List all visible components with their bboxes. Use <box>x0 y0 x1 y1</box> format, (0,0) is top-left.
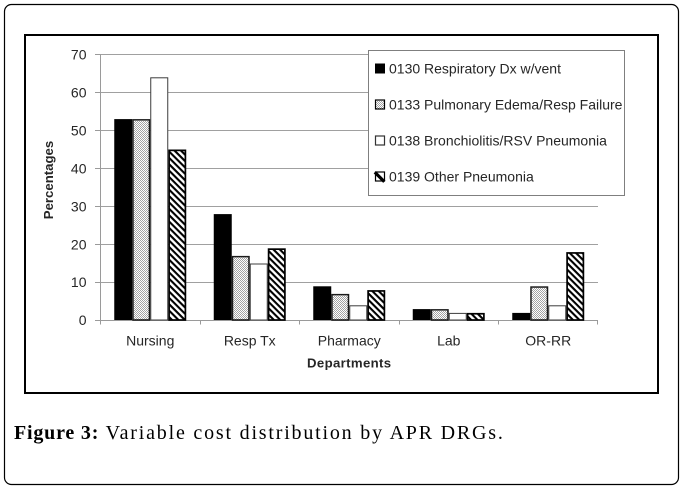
svg-text:Lab: Lab <box>437 333 461 349</box>
svg-text:0130 Respiratory Dx w/vent: 0130 Respiratory Dx w/vent <box>389 61 561 77</box>
svg-text:40: 40 <box>71 161 87 177</box>
svg-text:60: 60 <box>71 85 87 101</box>
svg-text:Nursing: Nursing <box>126 333 174 349</box>
svg-text:70: 70 <box>71 47 87 63</box>
svg-text:10: 10 <box>71 274 87 290</box>
svg-text:OR-RR: OR-RR <box>525 333 571 349</box>
svg-text:50: 50 <box>71 123 87 139</box>
svg-text:Departments: Departments <box>307 356 391 371</box>
svg-text:20: 20 <box>71 236 87 252</box>
svg-text:0138 Bronchiolitis/RSV Pneumon: 0138 Bronchiolitis/RSV Pneumonia <box>389 133 607 149</box>
svg-text:Resp Tx: Resp Tx <box>224 333 276 349</box>
svg-text:Figure 3: Variable cost distri: Figure 3: Variable cost distribution by … <box>14 422 505 444</box>
svg-text:0133 Pulmonary Edema/Resp Fail: 0133 Pulmonary Edema/Resp Failure <box>389 97 623 113</box>
svg-text:30: 30 <box>71 198 87 214</box>
svg-text:Percentages: Percentages <box>41 141 56 219</box>
svg-text:0: 0 <box>79 312 87 328</box>
svg-text:Pharmacy: Pharmacy <box>318 333 381 349</box>
svg-text:0139 Other Pneumonia: 0139 Other Pneumonia <box>389 169 534 185</box>
